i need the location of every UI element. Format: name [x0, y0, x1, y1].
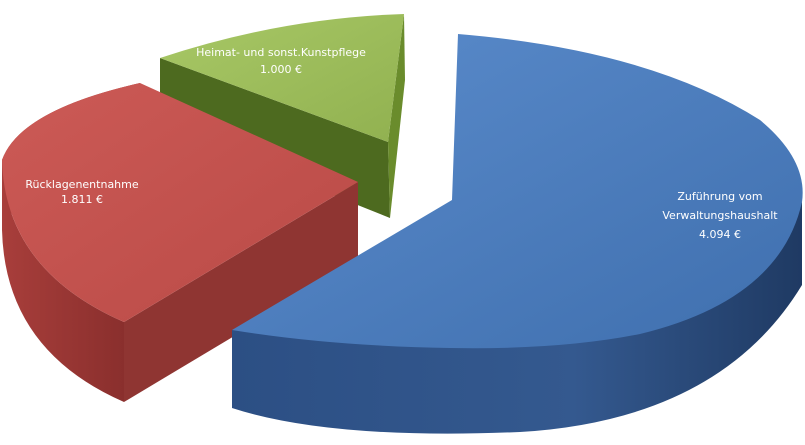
pie-slice-zufuehrung-side [232, 202, 802, 434]
pie-slice-heimat-edge [388, 14, 405, 218]
pie-slice-ruecklagen-bottom-side [2, 160, 124, 402]
slice-value-zufuehrung: 4.094 € [699, 228, 741, 241]
slice-label-zufuehrung-line2: Verwaltungshaushalt [662, 209, 778, 222]
slice-label-heimat: Heimat- und sonst.Kunstpflege [196, 46, 366, 59]
pie-slice-zufuehrung [232, 34, 803, 434]
slice-value-heimat: 1.000 € [260, 63, 302, 76]
slice-label-zufuehrung-line1: Zuführung vom [677, 190, 762, 203]
slice-label-ruecklagen: Rücklagenentnahme [25, 178, 139, 191]
slice-value-ruecklagen: 1.811 € [61, 193, 103, 206]
pie-slice-zufuehrung-top [232, 34, 803, 349]
pie-slice-ruecklagen-front [124, 182, 358, 402]
pie-slice-heimat-top [160, 14, 404, 142]
pie-slice-ruecklagen-top [2, 83, 358, 322]
pie-slice-ruecklagen [2, 83, 358, 402]
